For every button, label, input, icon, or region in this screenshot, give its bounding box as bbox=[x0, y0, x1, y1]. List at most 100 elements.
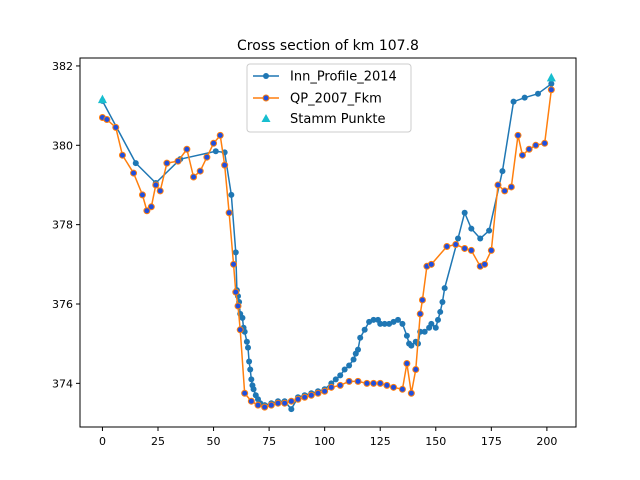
data-point-qp-2007-fkm bbox=[281, 399, 289, 407]
y-axis: 374 376 378 380 382 bbox=[52, 60, 80, 390]
data-point-inn-profile-2014 bbox=[341, 366, 348, 373]
data-point-qp-2007-fkm bbox=[225, 209, 233, 217]
data-point-qp-2007-fkm bbox=[403, 360, 411, 368]
data-point-qp-2007-fkm bbox=[501, 187, 509, 195]
data-point-qp-2007-fkm bbox=[518, 151, 526, 159]
y-tick-label: 374 bbox=[52, 377, 73, 390]
data-point-qp-2007-fkm bbox=[241, 389, 249, 397]
data-point-qp-2007-fkm bbox=[230, 260, 238, 268]
x-tick-label: 125 bbox=[370, 435, 391, 448]
data-point-qp-2007-fkm bbox=[274, 399, 282, 407]
data-point-qp-2007-fkm bbox=[363, 379, 371, 387]
data-point-inn-profile-2014 bbox=[337, 372, 344, 379]
legend-marker-inn-profile bbox=[263, 73, 269, 79]
data-point-inn-profile-2014 bbox=[548, 80, 555, 87]
data-point-inn-profile-2014 bbox=[239, 314, 246, 321]
legend-label-inn-profile: Inn_Profile_2014 bbox=[290, 70, 397, 85]
data-point-inn-profile-2014 bbox=[355, 346, 361, 353]
data-point-qp-2007-fkm bbox=[163, 159, 171, 167]
data-point-qp-2007-fkm bbox=[494, 181, 502, 189]
data-point-inn-profile-2014 bbox=[361, 326, 368, 333]
data-point-qp-2007-fkm bbox=[210, 139, 218, 147]
x-tick-label: 50 bbox=[207, 435, 221, 448]
data-point-qp-2007-fkm bbox=[376, 379, 384, 387]
data-point-inn-profile-2014 bbox=[437, 308, 444, 315]
data-point-qp-2007-fkm bbox=[532, 141, 540, 149]
data-point-qp-2007-fkm bbox=[143, 207, 151, 215]
data-point-inn-profile-2014 bbox=[428, 320, 435, 327]
data-point-qp-2007-fkm bbox=[390, 383, 398, 391]
data-point-qp-2007-fkm bbox=[412, 365, 420, 373]
data-point-qp-2007-fkm bbox=[294, 395, 302, 403]
data-point-qp-2007-fkm bbox=[514, 131, 522, 139]
legend: Inn_Profile_2014 QP_2007_Fkm Stamm Punkt… bbox=[246, 63, 412, 133]
data-point-qp-2007-fkm bbox=[307, 391, 315, 399]
data-point-qp-2007-fkm bbox=[407, 389, 415, 397]
data-point-qp-2007-fkm bbox=[321, 387, 329, 395]
data-point-qp-2007-fkm bbox=[487, 246, 495, 254]
legend-label-stamm-punkte: Stamm Punkte bbox=[290, 112, 386, 127]
data-point-qp-2007-fkm bbox=[221, 161, 229, 169]
data-point-qp-2007-fkm bbox=[481, 260, 489, 268]
y-tick-label: 380 bbox=[52, 139, 73, 152]
plot-area-frame bbox=[79, 57, 577, 428]
data-point-qp-2007-fkm bbox=[203, 153, 211, 161]
data-point-inn-profile-2014 bbox=[232, 249, 239, 256]
data-point-inn-profile-2014 bbox=[499, 168, 506, 175]
data-point-inn-profile-2014 bbox=[486, 227, 493, 234]
data-point-qp-2007-fkm bbox=[418, 296, 426, 304]
data-point-stamm-punkte bbox=[97, 94, 107, 104]
data-point-inn-profile-2014 bbox=[395, 316, 401, 323]
data-point-qp-2007-fkm bbox=[383, 381, 391, 389]
data-point-inn-profile-2014 bbox=[441, 285, 448, 292]
data-point-qp-2007-fkm bbox=[467, 246, 475, 254]
data-point-inn-profile-2014 bbox=[288, 406, 295, 413]
legend-frame bbox=[246, 63, 412, 133]
data-point-inn-profile-2014 bbox=[350, 356, 357, 363]
data-point-inn-profile-2014 bbox=[408, 342, 415, 349]
data-point-qp-2007-fkm bbox=[427, 260, 435, 268]
series-line-inn-profile-2014 bbox=[101, 83, 552, 410]
data-point-inn-profile-2014 bbox=[399, 320, 406, 327]
x-axis: 0 25 50 75 100 125 150 175 200 bbox=[99, 427, 557, 448]
data-point-qp-2007-fkm bbox=[254, 401, 262, 409]
x-tick-label: 25 bbox=[151, 435, 165, 448]
data-point-inn-profile-2014 bbox=[370, 316, 377, 323]
data-point-qp-2007-fkm bbox=[416, 310, 424, 318]
legend-marker-qp-2007 bbox=[262, 94, 270, 102]
data-point-inn-profile-2014 bbox=[432, 324, 439, 331]
data-point-stamm-punkte bbox=[546, 72, 556, 82]
series-line-qp-2007-fkm bbox=[102, 89, 553, 408]
data-point-qp-2007-fkm bbox=[398, 385, 406, 393]
data-point-qp-2007-fkm bbox=[216, 131, 224, 139]
data-point-inn-profile-2014 bbox=[381, 320, 388, 327]
data-point-inn-profile-2014 bbox=[455, 235, 461, 242]
data-point-qp-2007-fkm bbox=[261, 403, 269, 411]
x-tick-label: 200 bbox=[536, 435, 557, 448]
data-point-qp-2007-fkm bbox=[138, 191, 146, 199]
data-point-qp-2007-fkm bbox=[103, 116, 111, 123]
data-point-inn-profile-2014 bbox=[439, 299, 446, 306]
data-point-qp-2007-fkm bbox=[190, 173, 198, 181]
x-tick-label: 75 bbox=[262, 435, 276, 448]
data-point-qp-2007-fkm bbox=[183, 145, 191, 153]
data-point-inn-profile-2014 bbox=[332, 376, 339, 383]
data-point-inn-profile-2014 bbox=[461, 209, 468, 216]
data-point-qp-2007-fkm bbox=[547, 86, 555, 94]
y-tick-label: 382 bbox=[52, 60, 73, 73]
data-point-qp-2007-fkm bbox=[232, 288, 240, 296]
data-point-inn-profile-2014 bbox=[247, 366, 254, 373]
data-point-qp-2007-fkm bbox=[234, 302, 242, 310]
data-point-inn-profile-2014 bbox=[228, 191, 235, 198]
legend-marker-stamm-punkte bbox=[261, 114, 271, 122]
data-point-qp-2007-fkm bbox=[267, 401, 275, 409]
y-tick-label: 376 bbox=[52, 298, 73, 311]
data-point-qp-2007-fkm bbox=[345, 377, 353, 385]
series-layer bbox=[97, 72, 556, 413]
data-point-inn-profile-2014 bbox=[357, 334, 364, 341]
data-point-qp-2007-fkm bbox=[174, 157, 182, 165]
x-tick-label: 175 bbox=[481, 435, 502, 448]
x-tick-label: 100 bbox=[314, 435, 335, 448]
data-point-inn-profile-2014 bbox=[250, 386, 257, 393]
